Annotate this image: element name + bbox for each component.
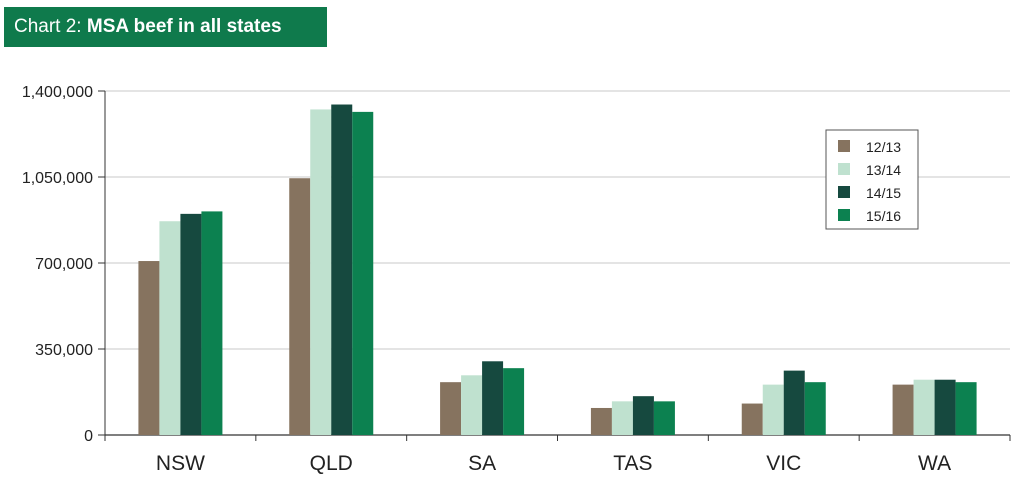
legend-swatch bbox=[838, 209, 850, 221]
x-category-label: NSW bbox=[156, 452, 205, 475]
chart-title-prefix: Chart 2: bbox=[14, 16, 87, 37]
bar-sa-15-16 bbox=[503, 368, 525, 435]
bar-nsw-14-15 bbox=[180, 213, 202, 435]
bar-nsw-15-16 bbox=[201, 211, 223, 435]
x-category-label: SA bbox=[468, 452, 496, 475]
legend-swatch bbox=[838, 140, 850, 152]
bar-qld-14-15 bbox=[331, 104, 353, 435]
bar-tas-14-15 bbox=[632, 396, 654, 435]
x-category-label: QLD bbox=[310, 452, 353, 475]
legend-swatch bbox=[838, 163, 850, 175]
bar-wa-15-16 bbox=[955, 382, 977, 435]
bar-vic-13-14 bbox=[762, 384, 784, 435]
bar-vic-12-13 bbox=[741, 403, 763, 435]
y-tick-label: 0 bbox=[84, 428, 93, 445]
bar-wa-14-15 bbox=[934, 379, 956, 435]
bar-vic-15-16 bbox=[804, 382, 826, 435]
bar-wa-13-14 bbox=[913, 379, 935, 435]
legend-swatch bbox=[838, 186, 850, 198]
legend-label: 15/16 bbox=[866, 208, 901, 224]
y-tick-label: 350,000 bbox=[35, 342, 93, 359]
bar-tas-13-14 bbox=[611, 401, 633, 435]
bar-tas-15-16 bbox=[653, 401, 675, 435]
legend-label: 12/13 bbox=[866, 139, 901, 155]
x-category-label: WA bbox=[918, 452, 951, 475]
y-tick-label: 1,400,000 bbox=[22, 84, 93, 101]
x-category-label: VIC bbox=[766, 452, 801, 475]
bar-vic-14-15 bbox=[783, 370, 805, 435]
bar-qld-12-13 bbox=[289, 178, 311, 435]
chart-title-main: MSA beef in all states bbox=[86, 16, 282, 37]
bar-sa-14-15 bbox=[482, 361, 504, 435]
bar-qld-13-14 bbox=[310, 109, 332, 435]
x-category-label: TAS bbox=[613, 452, 652, 475]
chart-title: Chart 2: MSA beef in all states bbox=[4, 7, 327, 47]
legend-label: 13/14 bbox=[866, 162, 901, 178]
bar-wa-12-13 bbox=[892, 384, 914, 435]
bar-qld-15-16 bbox=[352, 111, 374, 435]
legend-label: 14/15 bbox=[866, 185, 901, 201]
bar-nsw-12-13 bbox=[138, 261, 160, 435]
y-tick-label: 1,050,000 bbox=[22, 170, 93, 187]
bar-sa-13-14 bbox=[461, 375, 483, 435]
bar-sa-12-13 bbox=[440, 382, 462, 435]
bar-nsw-13-14 bbox=[159, 221, 181, 435]
y-tick-label: 700,000 bbox=[35, 256, 93, 273]
bar-tas-12-13 bbox=[590, 407, 612, 435]
